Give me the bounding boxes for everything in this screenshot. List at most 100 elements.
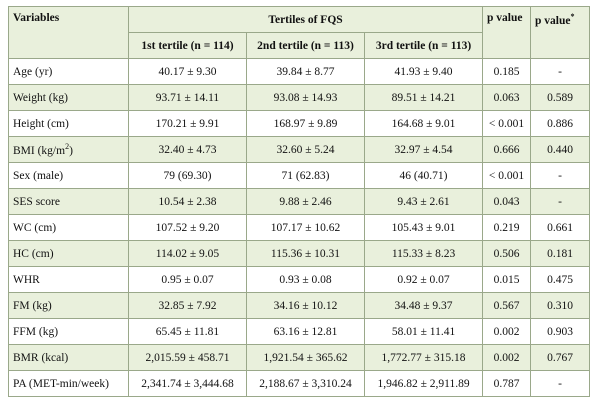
table-row: HC (cm) 114.02 ± 9.05 115.36 ± 10.31 115.33… xyxy=(8,240,591,267)
table-cell: 115.36 ± 10.31 xyxy=(246,240,365,267)
table-cell: 0.440 xyxy=(530,136,591,163)
table-cell: 63.16 ± 12.81 xyxy=(246,318,365,345)
table-cell: < 0.001 xyxy=(482,110,532,137)
table-header: Variables Tertiles of FQS p value p valu… xyxy=(8,6,591,59)
table-cell: 0.93 ± 0.08 xyxy=(246,266,365,293)
table-cell: 58.01 ± 11.41 xyxy=(363,318,484,345)
table-cell: 0.219 xyxy=(482,214,532,241)
header-row: Variables Tertiles of FQS p value p valu… xyxy=(8,6,591,59)
table-cell: 2,188.67 ± 3,310.24 xyxy=(246,370,365,397)
data-table: Variables Tertiles of FQS p value p valu… xyxy=(8,6,591,397)
table-cell: 39.84 ± 8.77 xyxy=(246,58,365,85)
table-body: Age (yr) 40.17 ± 9.30 39.84 ± 8.77 41.93 ± … xyxy=(8,58,591,397)
table-cell: 0.661 xyxy=(530,214,591,241)
table-cell: 46 (40.71) xyxy=(363,162,484,189)
table-cell: 0.015 xyxy=(482,266,532,293)
superscript: * xyxy=(570,12,575,21)
table-cell: 32.40 ± 4.73 xyxy=(128,136,247,163)
table-cell: 41.93 ± 9.40 xyxy=(363,58,484,85)
table-cell: 2,015.59 ± 458.71 xyxy=(128,344,247,371)
table-cell: 0.506 xyxy=(482,240,532,267)
table-cell: 65.45 ± 11.81 xyxy=(128,318,247,345)
table-cell: - xyxy=(530,58,591,85)
table-row: Sex (male) 79 (69.30) 71 (62.83) 46 (40.71)… xyxy=(8,162,591,189)
table-cell: 1,921.54 ± 365.62 xyxy=(246,344,365,371)
row-label: WHR xyxy=(8,266,129,293)
label-text: BMI (kg/m xyxy=(13,144,66,157)
table-cell: 71 (62.83) xyxy=(246,162,365,189)
table-row: Age (yr) 40.17 ± 9.30 39.84 ± 8.77 41.93 ± … xyxy=(8,58,591,85)
table-row: WC (cm) 107.52 ± 9.20 107.17 ± 10.62 105.43… xyxy=(8,214,591,241)
table-cell: 32.85 ± 7.92 xyxy=(128,292,247,319)
table-cell: 115.33 ± 8.23 xyxy=(363,240,484,267)
table-cell: 79 (69.30) xyxy=(128,162,247,189)
row-label: Sex (male) xyxy=(8,162,129,189)
table-row: PA (MET-min/week) 2,341.74 ± 3,444.68 2,18… xyxy=(8,370,591,397)
superscript: 2 xyxy=(65,142,70,152)
table-cell: 32.60 ± 5.24 xyxy=(246,136,365,163)
table-cell: 0.567 xyxy=(482,292,532,319)
row-label: Age (yr) xyxy=(8,58,129,85)
table-cell: 0.95 ± 0.07 xyxy=(128,266,247,293)
table-cell: 34.48 ± 9.37 xyxy=(363,292,484,319)
table-row: Weight (kg) 93.71 ± 14.11 93.08 ± 14.93 89.… xyxy=(8,84,591,111)
table-cell: 89.51 ± 14.21 xyxy=(363,84,484,111)
row-label: PA (MET-min/week) xyxy=(8,370,129,397)
table-cell: 0.063 xyxy=(482,84,532,111)
table-cell: 105.43 ± 9.01 xyxy=(363,214,484,241)
header-cell: 3rd tertile (n = 113) xyxy=(363,32,484,59)
header-cell: 2nd tertile (n = 113) xyxy=(246,32,365,59)
table-cell: - xyxy=(530,188,591,215)
table-cell: 0.002 xyxy=(482,344,532,371)
table-cell: 0.043 xyxy=(482,188,532,215)
header-text: p value xyxy=(535,14,571,27)
table-row: BMR (kcal) 2,015.59 ± 458.71 1,921.54 ± 36… xyxy=(8,344,591,371)
table-cell: 0.002 xyxy=(482,318,532,345)
table-cell: 34.16 ± 10.12 xyxy=(246,292,365,319)
table-cell: 0.767 xyxy=(530,344,591,371)
header-cell: Tertiles of FQS xyxy=(127,6,484,33)
row-label: WC (cm) xyxy=(8,214,129,241)
table-cell: - xyxy=(530,370,591,397)
table-row: BMI (kg/m2) 32.40 ± 4.73 32.60 ± 5.24 32.97… xyxy=(8,136,591,163)
table-cell: 114.02 ± 9.05 xyxy=(128,240,247,267)
header-cell: 1st tertile (n = 114) xyxy=(128,32,247,59)
table-cell: 168.97 ± 9.89 xyxy=(246,110,365,137)
table-row: FFM (kg) 65.45 ± 11.81 63.16 ± 12.81 58.01 … xyxy=(8,318,591,345)
table-cell: - xyxy=(530,162,591,189)
table-cell: 0.92 ± 0.07 xyxy=(363,266,484,293)
row-label: BMR (kcal) xyxy=(8,344,129,371)
row-label: FFM (kg) xyxy=(8,318,129,345)
table-cell: 10.54 ± 2.38 xyxy=(128,188,247,215)
header-cell: p value xyxy=(482,6,532,59)
table-cell: 32.97 ± 4.54 xyxy=(363,136,484,163)
row-label: SES score xyxy=(8,188,129,215)
table-row: FM (kg) 32.85 ± 7.92 34.16 ± 10.12 34.48 ± … xyxy=(8,292,591,319)
table-cell: 164.68 ± 9.01 xyxy=(363,110,484,137)
table-cell: 1,772.77 ± 315.18 xyxy=(363,344,484,371)
table-cell: 9.88 ± 2.46 xyxy=(246,188,365,215)
header-cell: p value* xyxy=(530,6,591,59)
table-cell: 0.886 xyxy=(530,110,591,137)
table-row: WHR 0.95 ± 0.07 0.93 ± 0.08 0.92 ± 0.07 0.01… xyxy=(8,266,591,293)
table-cell: 93.08 ± 14.93 xyxy=(246,84,365,111)
table-cell: 9.43 ± 2.61 xyxy=(363,188,484,215)
table-cell: 107.52 ± 9.20 xyxy=(128,214,247,241)
table-cell: 0.903 xyxy=(530,318,591,345)
table-cell: 40.17 ± 9.30 xyxy=(128,58,247,85)
table-cell: < 0.001 xyxy=(482,162,532,189)
row-label: Weight (kg) xyxy=(8,84,129,111)
table-cell: 0.475 xyxy=(530,266,591,293)
table-cell: 0.787 xyxy=(482,370,532,397)
table-cell: 0.666 xyxy=(482,136,532,163)
table-row: Height (cm) 170.21 ± 9.91 168.97 ± 9.89 164… xyxy=(8,110,591,137)
table-cell: 0.310 xyxy=(530,292,591,319)
table-cell: 0.589 xyxy=(530,84,591,111)
header-cell: Variables xyxy=(8,6,129,59)
table-cell: 1,946.82 ± 2,911.89 xyxy=(363,370,484,397)
row-label: FM (kg) xyxy=(8,292,129,319)
header-row: 1st tertile (n = 114) 2nd tertile (n = 1… xyxy=(9,32,590,59)
label-text: ) xyxy=(69,144,73,157)
table-row: SES score 10.54 ± 2.38 9.88 ± 2.46 9.43 ± 2… xyxy=(8,188,591,215)
